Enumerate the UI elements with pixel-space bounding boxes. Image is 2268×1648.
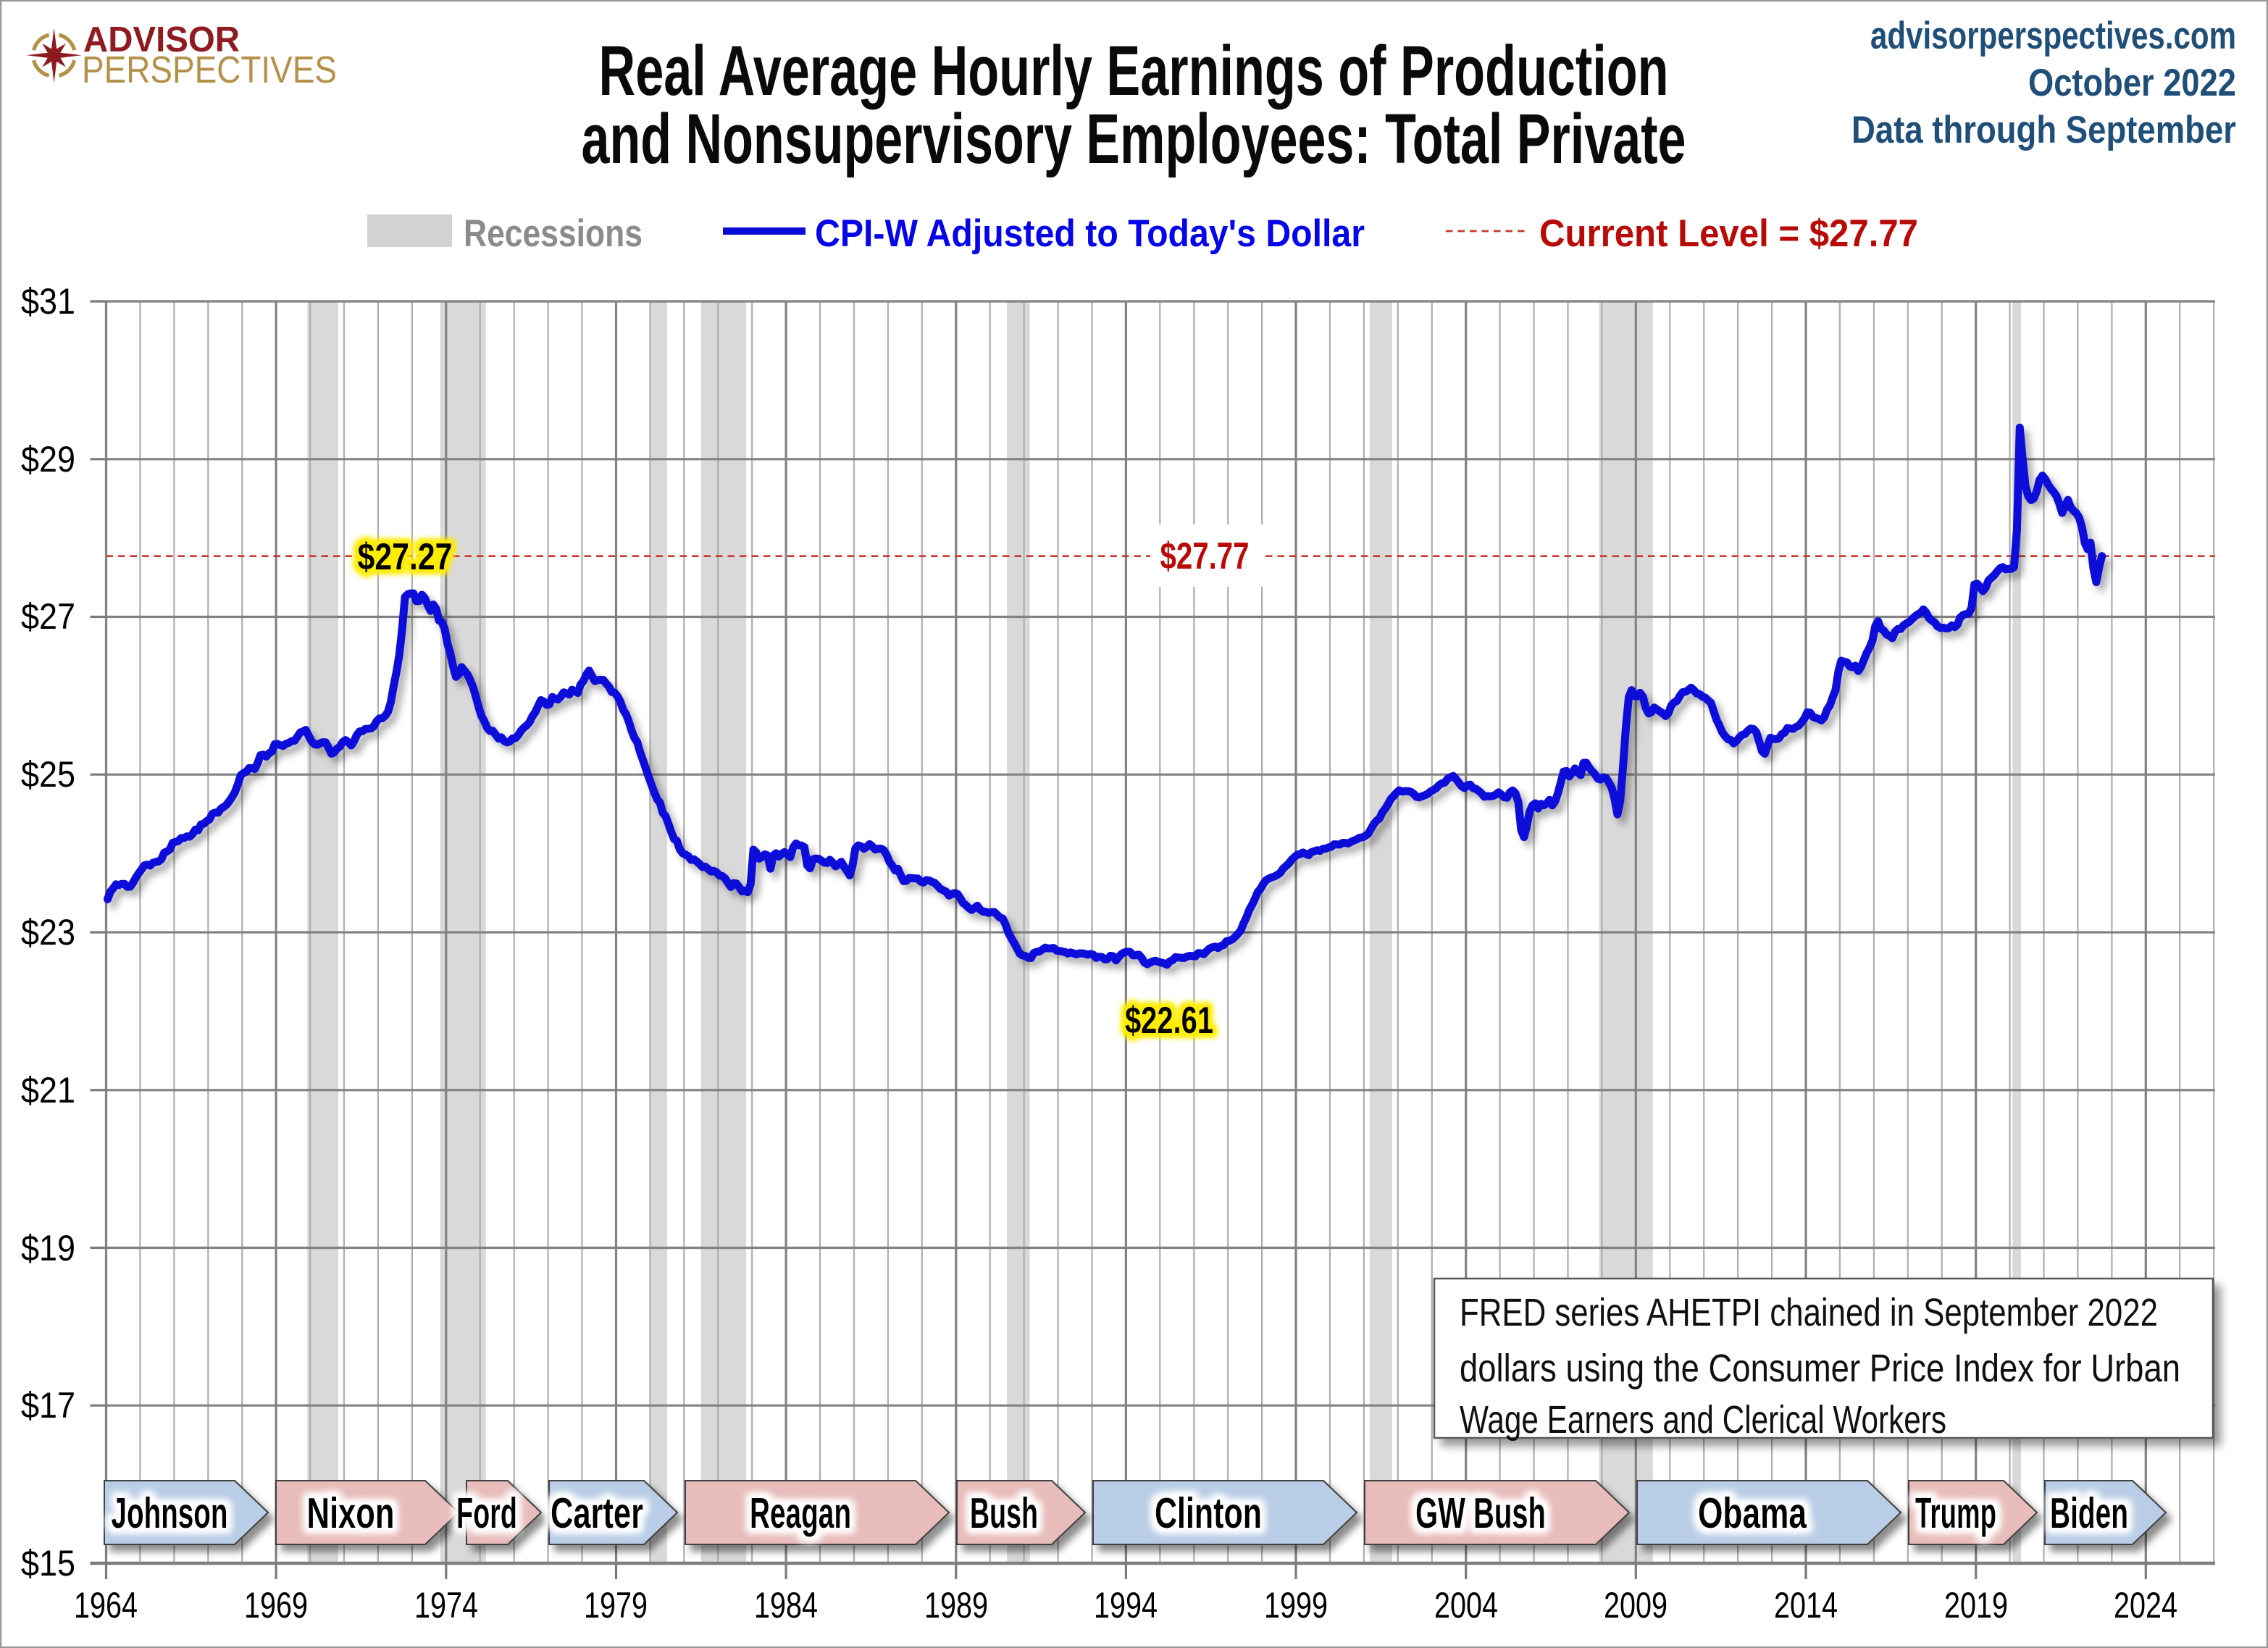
svg-text:1964: 1964 [74,1585,138,1626]
svg-text:FRED series AHETPI chained in: FRED series AHETPI chained in September … [1460,1291,2158,1334]
svg-text:1979: 1979 [584,1585,648,1626]
svg-text:1999: 1999 [1264,1585,1328,1626]
svg-text:Current Level = $27.77: Current Level = $27.77 [1539,212,1918,255]
svg-text:$23: $23 [21,912,75,953]
svg-text:PERSPECTIVES: PERSPECTIVES [82,49,337,91]
svg-text:Nixon: Nixon [307,1489,395,1537]
svg-text:GW Bush: GW Bush [1415,1489,1546,1537]
svg-text:2014: 2014 [1774,1585,1838,1626]
svg-text:Recessions: Recessions [464,212,643,255]
svg-text:Carter: Carter [551,1489,643,1537]
svg-text:$27.27: $27.27 [358,536,453,578]
svg-text:Johnson: Johnson [112,1489,228,1537]
svg-text:Obama: Obama [1698,1489,1807,1537]
svg-text:Ford: Ford [456,1489,517,1537]
svg-text:$27: $27 [21,596,75,637]
svg-text:ADVISOR: ADVISOR [83,20,240,59]
svg-text:$31: $31 [21,281,75,322]
svg-text:1994: 1994 [1094,1585,1158,1626]
svg-text:and Nonsupervisory Employees:: and Nonsupervisory Employees: Total Priv… [582,99,1686,178]
svg-text:$19: $19 [21,1228,75,1268]
svg-text:$25: $25 [21,754,75,795]
svg-text:$22.61: $22.61 [1125,1000,1213,1042]
svg-text:dollars using the Consumer Pri: dollars using the Consumer Price Index f… [1460,1347,2180,1390]
svg-text:Clinton: Clinton [1155,1489,1262,1537]
svg-text:1969: 1969 [244,1585,308,1626]
svg-text:1974: 1974 [414,1585,478,1626]
svg-text:October 2022: October 2022 [2028,62,2236,104]
svg-text:$27.77: $27.77 [1160,535,1250,577]
svg-text:$21: $21 [21,1070,75,1110]
svg-text:Data through September: Data through September [1851,109,2236,151]
svg-text:1984: 1984 [754,1585,818,1626]
svg-text:Real Average Hourly Earnings o: Real Average Hourly Earnings of Producti… [599,31,1669,110]
svg-text:2019: 2019 [1944,1585,2008,1626]
svg-text:CPI-W Adjusted to Today's Doll: CPI-W Adjusted to Today's Dollar [815,212,1365,255]
svg-text:2009: 2009 [1604,1585,1667,1626]
svg-text:Reagan: Reagan [750,1489,851,1537]
svg-text:$15: $15 [21,1543,75,1584]
svg-text:advisorperspectives.com: advisorperspectives.com [1870,14,2236,57]
svg-text:1989: 1989 [924,1585,988,1626]
svg-text:2004: 2004 [1434,1585,1498,1626]
svg-text:Bush: Bush [970,1489,1038,1537]
svg-text:Wage Earners and Clerical Work: Wage Earners and Clerical Workers [1460,1398,1946,1442]
svg-text:$17: $17 [21,1385,75,1426]
svg-text:$29: $29 [21,439,75,480]
svg-text:2024: 2024 [2114,1585,2177,1626]
svg-text:Trump: Trump [1915,1489,1996,1537]
svg-text:Biden: Biden [2050,1489,2128,1537]
